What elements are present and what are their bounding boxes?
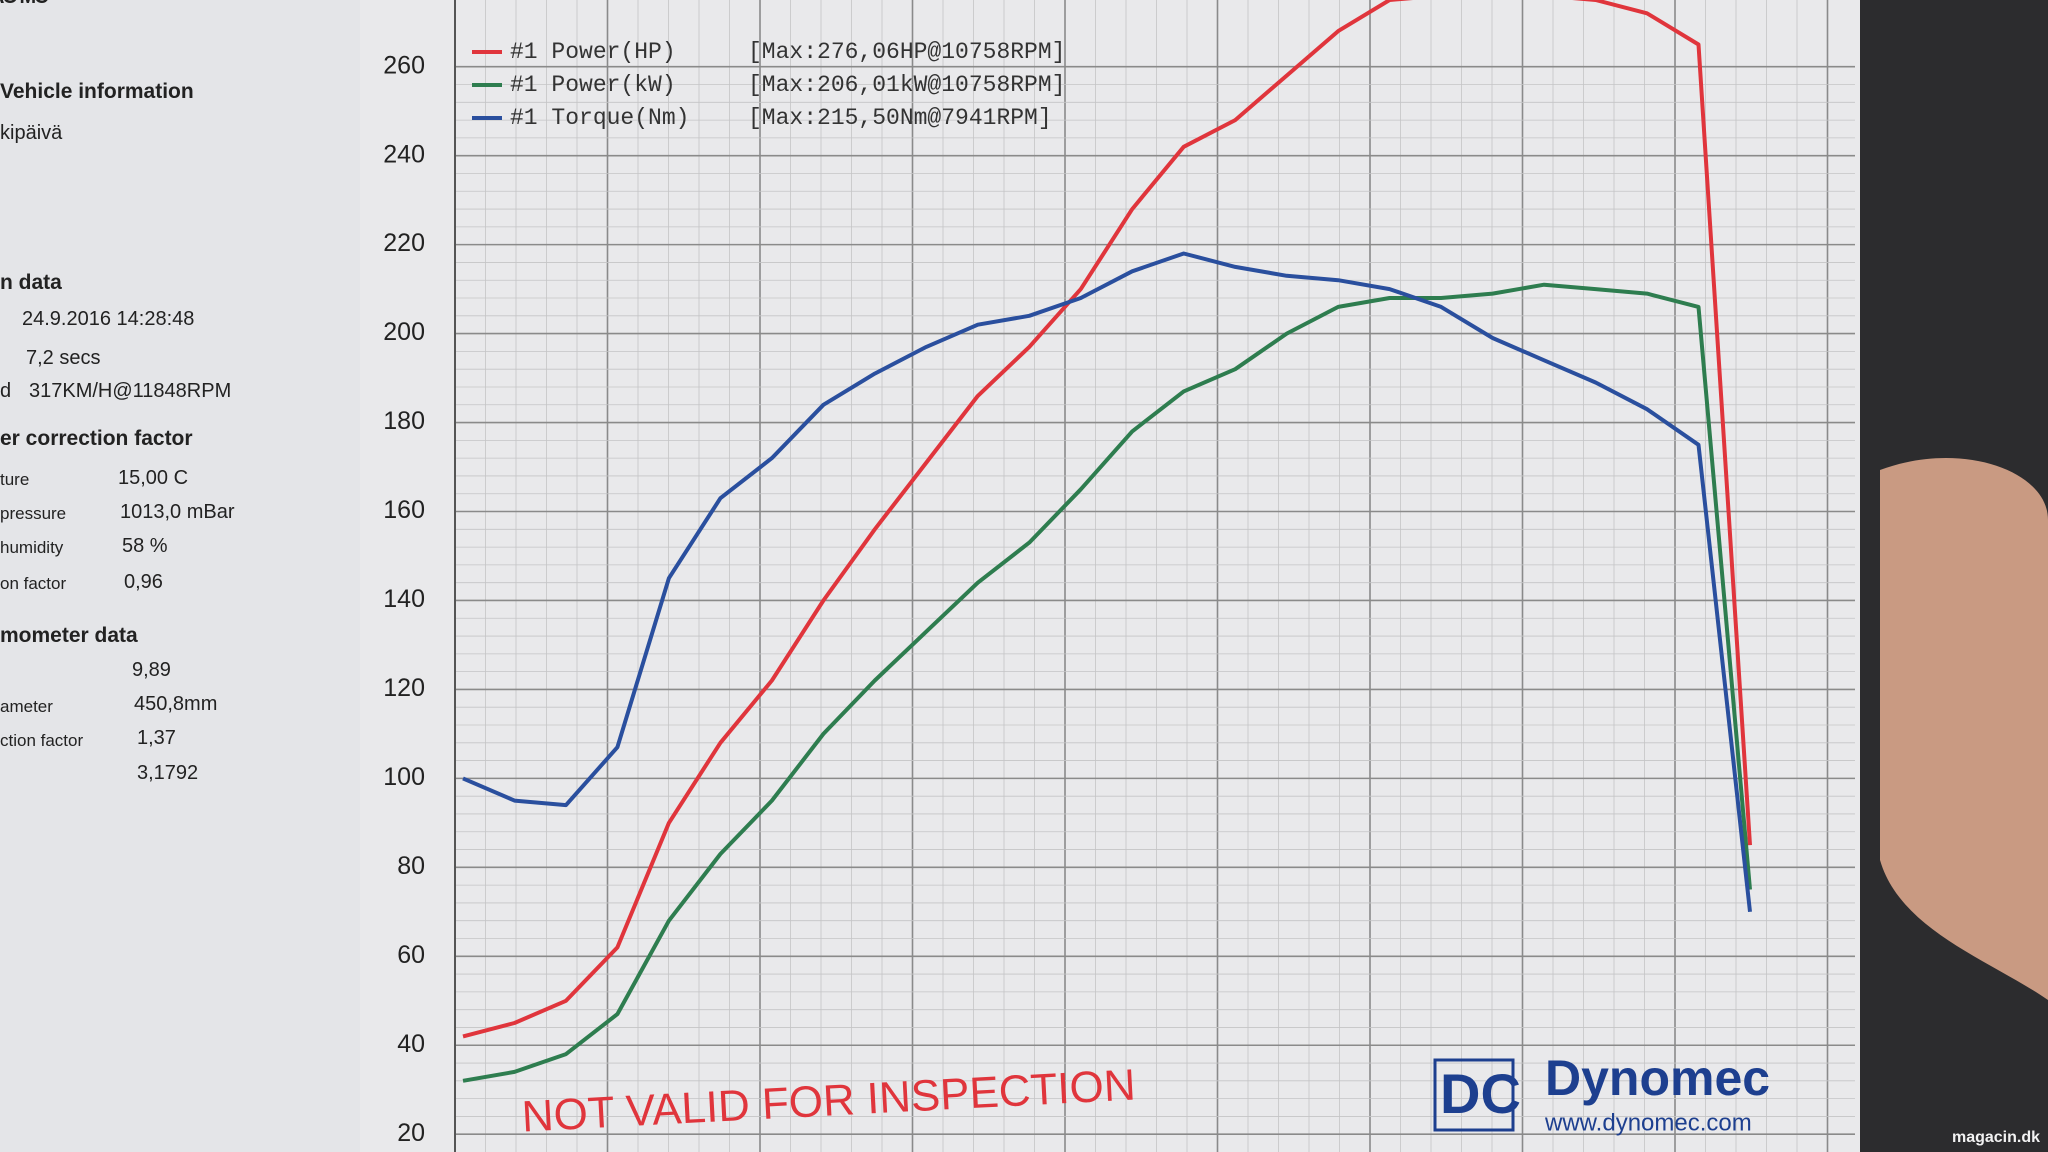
y-tick-label: 20 [397,1119,425,1147]
series-line [462,0,1752,1039]
y-tick-label: 180 [383,407,425,435]
info-value: 7,2 secs [26,347,101,369]
brand-url: www.dynomec.com [1544,1109,1752,1136]
brand-mark: DC [1440,1062,1521,1125]
series-line [462,251,1752,913]
info-label: pressure [0,504,67,523]
info-value: 0,96 [124,571,163,593]
legend-label: #1 Power(kW) [510,72,676,98]
info-value: 1,37 [137,727,176,749]
y-tick-label: 140 [383,585,425,613]
legend-note: [Max:206,01kW@10758RPM] [748,72,1065,98]
series-line [462,282,1752,1083]
y-tick-label: 260 [383,51,425,79]
info-value: 24.9.2016 14:28:48 [22,308,195,330]
logo: AO MC [0,0,49,9]
info-value: 15,00 C [118,467,189,489]
info-label: on factor [0,574,67,593]
info-label: ameter [0,697,53,716]
info-value: 3,1792 [137,762,199,784]
info-label: d [0,380,12,402]
y-tick-label: 160 [383,496,425,524]
info-value: 1013,0 mBar [120,501,235,523]
info-value: 58 % [122,535,168,557]
legend-label: #1 Power(HP) [510,39,676,65]
watermark: magacin.dk [1952,1129,2040,1146]
y-tick-label: 120 [383,674,425,702]
info-value: 450,8mm [134,693,218,715]
y-tick-label: 80 [397,852,425,880]
heading: Vehicle information [0,80,194,103]
heading: er correction factor [0,427,193,450]
info-label: ture [0,470,30,489]
heading: mometer data [0,624,138,647]
y-tick-label: 220 [383,229,425,257]
brand-name: Dynomec [1545,1050,1770,1106]
info-panel: AO MC Vehicle information kipäivä n data… [0,0,360,1152]
legend-note: [Max:215,50Nm@7941RPM] [748,105,1052,131]
y-tick-label: 60 [397,941,425,969]
info-text: kipäivä [0,122,63,144]
y-tick-label: 40 [397,1030,425,1058]
hand [1880,458,2048,1000]
info-label: ction factor [0,731,84,750]
y-tick-label: 240 [383,140,425,168]
heading: n data [0,271,62,294]
info-label: humidity [0,538,64,557]
info-value: 9,89 [132,659,171,681]
legend-label: #1 Torque(Nm) [510,105,689,131]
y-tick-label: 200 [383,318,425,346]
brand-box [1433,1058,1515,1132]
info-value: 317KM/H@11848RPM [29,380,232,402]
y-tick-label: 100 [383,763,425,791]
legend-note: [Max:276,06HP@10758RPM] [748,39,1065,65]
paper [360,0,1860,1152]
